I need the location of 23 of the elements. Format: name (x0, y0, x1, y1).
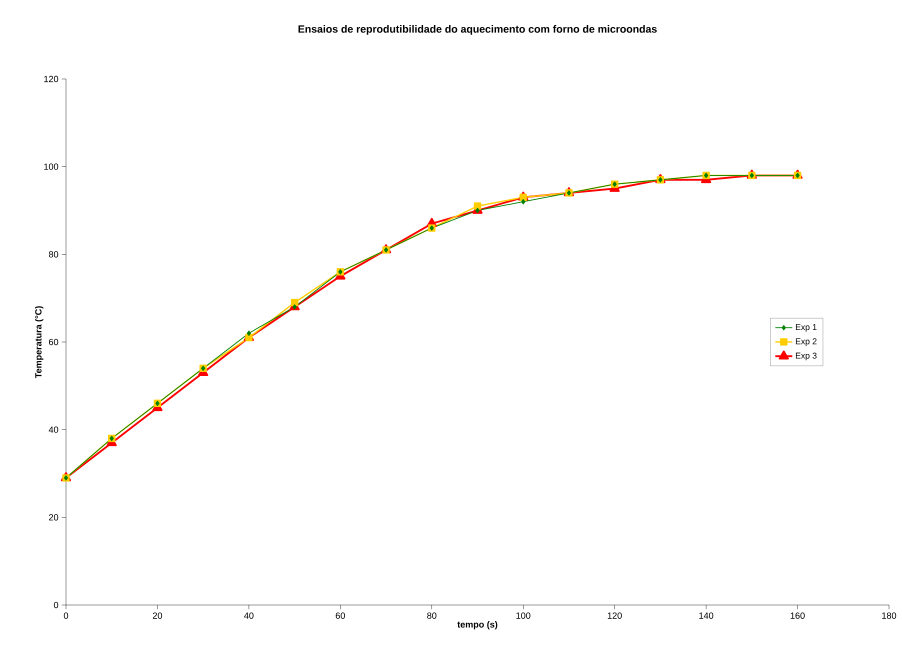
y-tick-label: 100 (44, 163, 58, 170)
x-tick-label: 0 (64, 612, 68, 619)
x-tick-label: 100 (516, 612, 530, 619)
y-tick-label: 0 (54, 602, 58, 608)
y-tick-label: 20 (48, 514, 58, 521)
legend-label: Exp 3 (796, 352, 817, 360)
y-tick-label: 120 (44, 76, 58, 82)
x-tick-label: 80 (427, 612, 436, 619)
y-tick-label: 80 (48, 251, 58, 258)
x-tick-label: 40 (244, 612, 254, 619)
legend-label: Exp 1 (796, 324, 817, 332)
y-tick-label: 60 (48, 338, 58, 346)
y-tick-label: 40 (48, 426, 58, 433)
legend-label: Exp 2 (796, 338, 817, 346)
x-tick-label: 180 (882, 612, 896, 619)
x-tick-label: 60 (336, 612, 345, 619)
x-axis-title: tempo (s) (457, 621, 498, 630)
chart-title: Ensaios de reprodutibilidade do aquecimento com forno de microondas (298, 25, 657, 35)
x-tick-label: 140 (699, 612, 714, 619)
y-axis-title: Temperatura (°C) (34, 306, 44, 378)
x-tick-label: 160 (790, 612, 805, 619)
x-tick-label: 20 (152, 612, 162, 619)
x-tick-label: 120 (608, 612, 622, 619)
